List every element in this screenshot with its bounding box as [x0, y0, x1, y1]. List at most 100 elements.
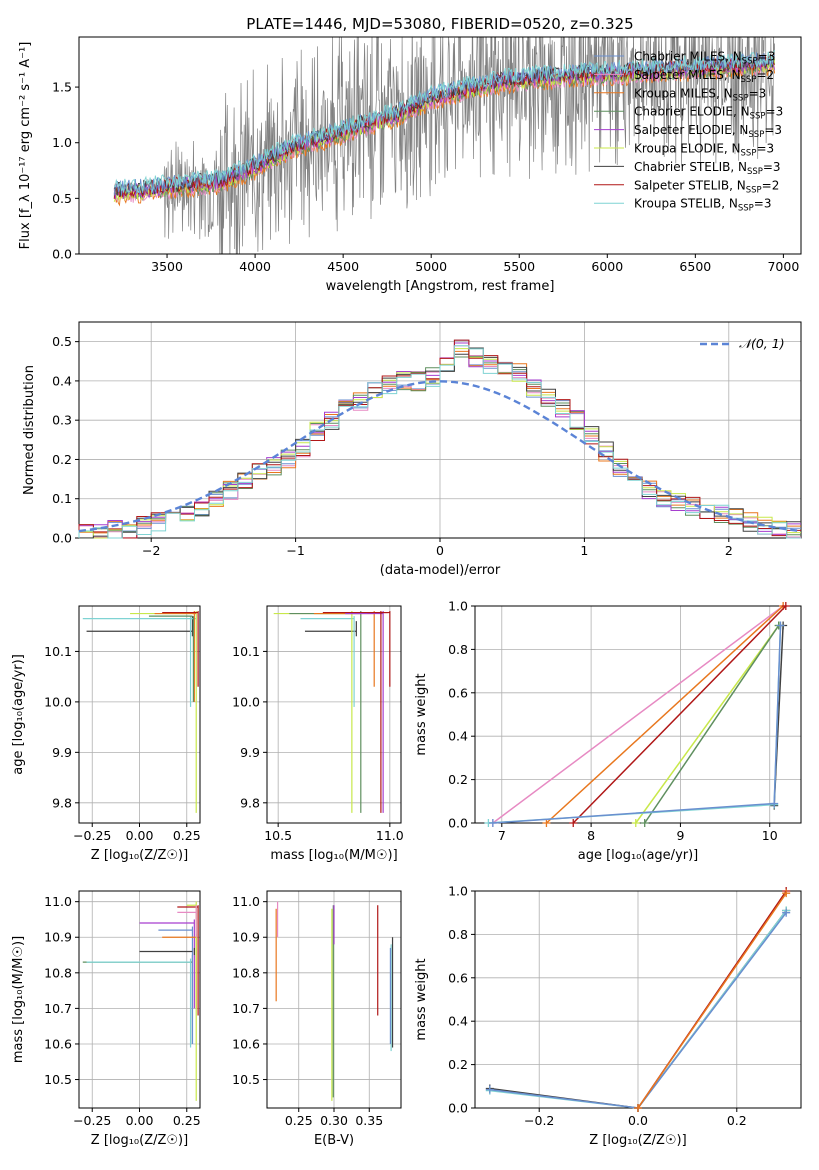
normal-curve: [78, 380, 802, 533]
y-tick-label: 10.8: [44, 965, 72, 980]
y-tick-label: 9.8: [52, 795, 72, 810]
data-point: [488, 819, 497, 827]
mass-weight-vs-Z-panel: −0.2 0.0 0.2 0.0 0.2 0.4 0.6 0.8 1.0 Z [log₁₀(Z/Z…: [414, 884, 802, 1148]
y-tick-label: 1.0: [448, 599, 468, 614]
data-point: [542, 819, 551, 827]
y-tick-label: 9.9: [240, 745, 260, 760]
x-tick-label: −0.25: [73, 828, 111, 843]
y-tick-label: 1.0: [448, 884, 468, 899]
legend-label-text: Salpeter MILES, N: [634, 68, 741, 82]
y-tick-label: 10.7: [44, 1001, 72, 1016]
x-tick-label: −0.25: [73, 1113, 111, 1128]
x-tick-label: 0.25: [173, 828, 201, 843]
x-axis-label: age [log₁₀(age/yr)]: [578, 848, 699, 863]
y-tick-label: 10.5: [44, 1072, 72, 1087]
legend-label-subscript: SSP: [741, 75, 757, 85]
data-point: [776, 621, 785, 630]
spectrum-panel: 3500 4000 4500 5000 5500 6000 6500 7000 0.0 0.5 1.…: [18, 36, 802, 294]
y-tick-label: 0.5: [52, 334, 72, 349]
x-axis-label: wavelength [Angstrom, rest frame]: [326, 279, 555, 294]
legend-label-value: =3: [764, 123, 782, 137]
y-axis-label: mass [log₁₀(M/M☉)]: [11, 936, 26, 1063]
y-tick-label: 0.0: [52, 247, 72, 262]
legend-label: Salpeter ELODIE, NSSP=3: [634, 123, 782, 140]
y-tick-label: 9.9: [52, 745, 72, 760]
x-tick-label: 1: [580, 543, 588, 558]
x-tick-label: 6000: [591, 259, 623, 274]
y-axis-label: mass weight: [414, 958, 429, 1040]
x-tick-label: 0.2: [727, 1113, 747, 1128]
y-tick-label: 0.8: [448, 927, 468, 942]
mass-weight-vs-age-panel: 7 8 9 10 0.0 0.2 0.4 0.6 0.8 1.0 age [log₁₀(age/yr…: [414, 599, 802, 863]
y-tick-label: 10.0: [232, 694, 260, 709]
data-point: [634, 1104, 642, 1112]
x-tick-label: 7: [498, 828, 506, 843]
data-point: [781, 602, 790, 610]
legend-label: Salpeter MILES, NSSP=2: [634, 68, 774, 85]
x-axis-label: Z [log₁₀(Z/Z☉)]: [589, 1133, 686, 1148]
legend-label-text: Chabrier STELIB, N: [634, 160, 747, 174]
x-axis-label: Z [log₁₀(Z/Z☉)]: [91, 1133, 188, 1148]
data-point: [770, 799, 779, 808]
legend-label-subscript: SSP: [741, 149, 757, 159]
legend-label-text: Chabrier MILES, N: [634, 50, 742, 64]
axes-frame: [78, 36, 802, 255]
y-tick-label: 10.6: [232, 1036, 260, 1051]
spectrum-plot-area: [113, 37, 776, 254]
x-tick-label: 8: [587, 828, 595, 843]
legend-label-text: Salpeter STELIB, N: [634, 178, 746, 192]
legend-label: Salpeter STELIB, NSSP=2: [634, 178, 779, 195]
legend-label-subscript: SSP: [747, 167, 763, 177]
legend-label-value: =2: [756, 68, 774, 82]
y-tick-label: 1.0: [52, 135, 72, 150]
legend-label: Chabrier STELIB, NSSP=3: [634, 160, 781, 177]
y-tick-label: 0.4: [52, 373, 72, 388]
data-point: [782, 908, 791, 917]
legend-label: Kroupa ELODIE, NSSP=3: [634, 142, 774, 159]
legend-label-text: Kroupa ELODIE, N: [634, 142, 741, 156]
legend-label-value: =3: [758, 50, 776, 64]
y-tick-label: 10.9: [232, 930, 260, 945]
legend-label-subscript: SSP: [742, 57, 758, 67]
y-tick-label: 1.5: [52, 80, 72, 95]
series-line: [644, 625, 780, 824]
y-tick-label: 0.6: [448, 970, 468, 985]
x-tick-label: 4500: [327, 259, 359, 274]
series-line: [637, 892, 787, 1109]
series-line: [635, 625, 780, 824]
y-tick-label: 9.8: [240, 795, 260, 810]
mass-vs-Z-panel: −0.25 0.00 0.25 10.5 10.6 10.7 10.8 10.9 11.0 Z […: [11, 890, 201, 1148]
x-tick-label: 0.25: [173, 1113, 201, 1128]
legend-label-subscript: SSP: [738, 204, 754, 214]
legend-label-text: Kroupa STELIB, N: [634, 197, 738, 211]
data-point: [631, 819, 640, 827]
y-tick-label: 10.5: [232, 1072, 260, 1087]
legend-label-text: Salpeter ELODIE, N: [634, 123, 748, 137]
legend-label-subscript: SSP: [748, 130, 764, 140]
y-tick-label: 0.2: [448, 772, 468, 787]
series-line: [572, 605, 787, 824]
y-tick-label: 11.0: [44, 894, 72, 909]
mass-vs-EBV-panel: 0.25 0.30 0.35 10.5 10.6 10.7 10.8 10.9 11.0 E(B-…: [232, 890, 402, 1148]
y-tick-label: 10.9: [44, 930, 72, 945]
legend-label-value: =3: [754, 197, 772, 211]
x-axis-label: (data-model)/error: [380, 563, 501, 578]
legend-label: Kroupa STELIB, NSSP=3: [634, 197, 772, 214]
legend-label-text: Kroupa MILES, N: [634, 86, 733, 100]
y-tick-label: 10.7: [232, 1001, 260, 1016]
legend-label-value: =2: [762, 178, 780, 192]
x-tick-label: 0: [436, 543, 444, 558]
x-tick-label: 10.5: [264, 828, 292, 843]
x-tick-label: 0.0: [628, 1113, 648, 1128]
y-tick-label: 0.0: [52, 531, 72, 546]
y-tick-label: 10.6: [44, 1036, 72, 1051]
residuals-panel: −2 −1 0 1 2 0.0 0.1 0.2 0.3 0.4 0.5 (data-model)/er…: [22, 321, 802, 578]
x-tick-label: 0.35: [355, 1113, 383, 1128]
y-tick-label: 10.8: [232, 965, 260, 980]
y-tick-label: 0.2: [448, 1057, 468, 1072]
legend-label-value: =3: [766, 105, 784, 119]
model-spectrum-kroupa-stelib: [114, 50, 776, 194]
x-tick-label: 4000: [239, 259, 271, 274]
y-tick-label: 10.1: [232, 644, 260, 659]
